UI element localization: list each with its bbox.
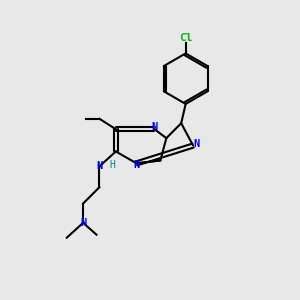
Text: H: H (110, 160, 116, 170)
Text: N: N (134, 160, 140, 170)
Text: N: N (151, 122, 158, 132)
Text: N: N (80, 218, 86, 228)
Text: N: N (194, 139, 200, 149)
Text: N: N (96, 161, 103, 171)
Text: Cl: Cl (179, 33, 192, 43)
